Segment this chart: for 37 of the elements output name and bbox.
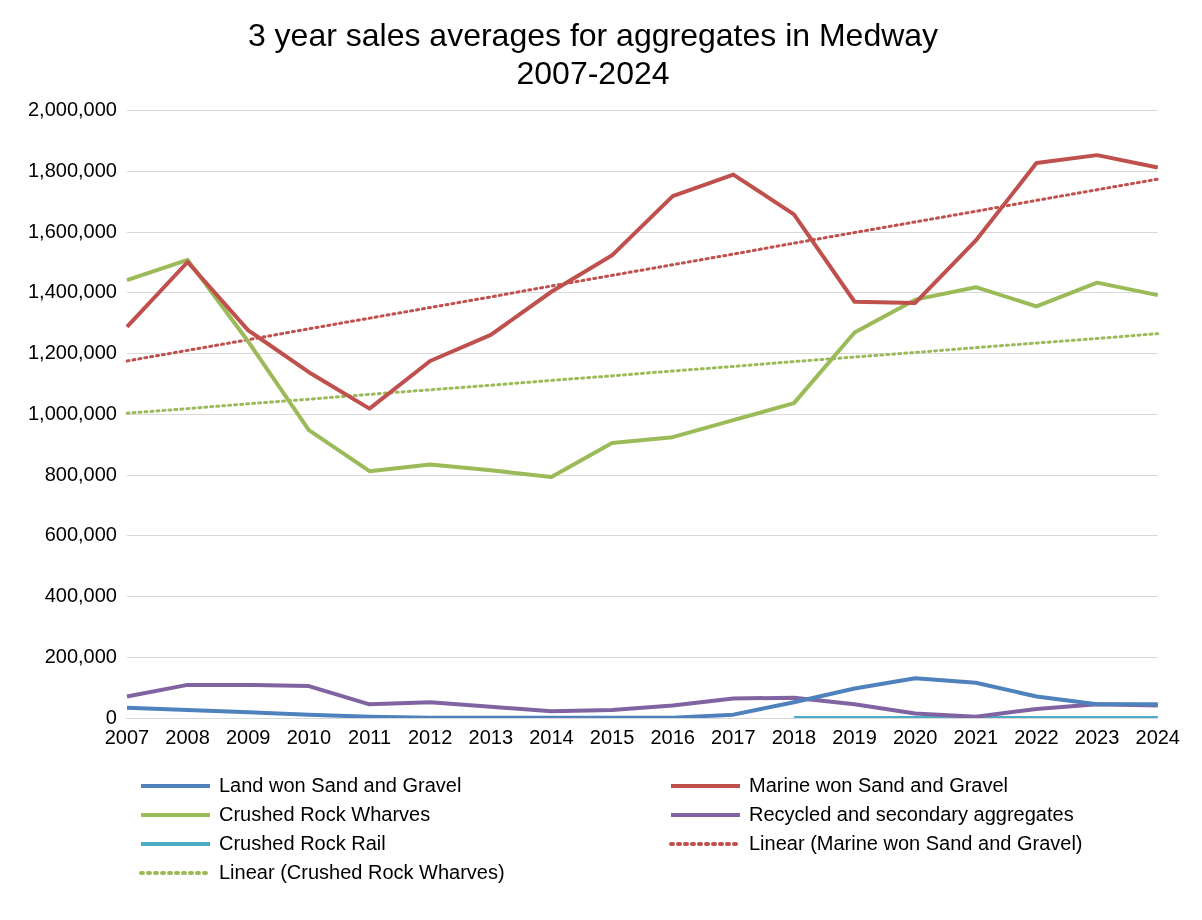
x-tick-label: 2023 xyxy=(1074,725,1120,748)
legend-label: Land won Sand and Gravel xyxy=(219,774,462,797)
legend-label: Linear (Marine won Sand and Gravel) xyxy=(749,832,1083,855)
y-tick-label: 1,200,000 xyxy=(27,341,117,364)
y-tick-label: 200,000 xyxy=(44,644,117,667)
x-tick-label: 2019 xyxy=(832,725,877,748)
legend-label: Crushed Rock Rail xyxy=(219,832,386,855)
x-tick-label: 2015 xyxy=(589,725,635,748)
legend-label: Linear (Crushed Rock Wharves) xyxy=(219,861,505,884)
x-tick-label: 2024 xyxy=(1135,725,1180,748)
legend-label: Marine won Sand and Gravel xyxy=(749,774,1009,797)
y-tick-label: 800,000 xyxy=(44,462,117,485)
x-tick-label: 2013 xyxy=(468,725,514,748)
y-tick-label: 1,400,000 xyxy=(27,280,117,303)
x-tick-label: 2020 xyxy=(892,725,938,748)
y-tick-label: 400,000 xyxy=(44,584,117,607)
x-tick-label: 2009 xyxy=(225,725,271,748)
x-tick-label: 2022 xyxy=(1014,725,1059,748)
x-tick-label: 2007 xyxy=(104,725,150,748)
x-tick-label: 2017 xyxy=(711,725,756,748)
y-tick-label: 1,000,000 xyxy=(27,401,117,424)
y-tick-label: 1,800,000 xyxy=(27,159,117,182)
x-tick-label: 2010 xyxy=(286,725,332,748)
x-tick-label: 2021 xyxy=(953,725,999,748)
y-tick-label: 2,000,000 xyxy=(27,98,117,121)
y-tick-label: 0 xyxy=(105,705,117,728)
chart-title: 3 year sales averages for aggregates in Medway 2007-2024 xyxy=(247,17,939,92)
x-tick-label: 2016 xyxy=(650,725,695,748)
legend-label: Recycled and secondary aggregates xyxy=(749,803,1074,826)
x-tick-label: 2012 xyxy=(407,725,453,748)
legend-label: Crushed Rock Wharves xyxy=(219,803,431,826)
y-tick-label: 600,000 xyxy=(44,523,117,546)
y-tick-label: 1,600,000 xyxy=(27,219,117,242)
x-tick-label: 2011 xyxy=(348,725,392,748)
x-tick-label: 2014 xyxy=(529,725,574,748)
x-tick-label: 2018 xyxy=(771,725,817,748)
x-tick-label: 2008 xyxy=(165,725,210,748)
